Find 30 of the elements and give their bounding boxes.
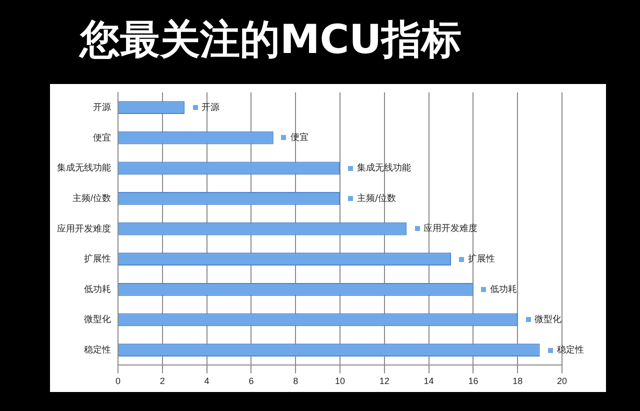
- y-tick-label: 微型化: [84, 314, 111, 324]
- y-tick-label: 应用开发难度: [57, 223, 111, 234]
- chart-title: 您最关注的MCU指标: [80, 16, 462, 65]
- data-label: 集成无线功能: [357, 162, 411, 174]
- data-label: 低功耗: [490, 284, 518, 295]
- data-label: 稳定性: [556, 344, 584, 356]
- data-label: 开源: [202, 102, 220, 113]
- y-tick-label: 集成无线功能: [57, 162, 111, 173]
- x-tick-label: 14: [424, 376, 434, 386]
- x-tick-label: 12: [379, 376, 390, 386]
- data-label: 主频/位数: [357, 192, 396, 204]
- y-tick-label: 稳定性: [84, 344, 111, 355]
- x-tick-label: 6: [248, 376, 254, 386]
- x-tick-label: 8: [293, 376, 298, 386]
- x-tick-label: 18: [512, 376, 523, 386]
- x-tick-label: 4: [204, 376, 210, 386]
- x-tick-label: 16: [468, 376, 478, 386]
- x-tick-label: 0: [115, 376, 121, 386]
- data-label: 扩展性: [468, 253, 495, 264]
- y-tick-label: 开源: [93, 102, 111, 112]
- x-tick-label: 20: [556, 376, 568, 386]
- data-label: 应用开发难度: [424, 223, 478, 234]
- y-tick-label: 低功耗: [84, 284, 111, 294]
- x-tick-label: 2: [160, 376, 165, 386]
- x-tick-label: 10: [334, 376, 346, 386]
- y-tick-label: 扩展性: [84, 254, 111, 264]
- y-tick-label: 主频/位数: [72, 192, 111, 203]
- data-label: 微型化: [534, 314, 562, 326]
- data-label: 便宜: [290, 132, 308, 144]
- y-tick-label: 便宜: [93, 132, 111, 142]
